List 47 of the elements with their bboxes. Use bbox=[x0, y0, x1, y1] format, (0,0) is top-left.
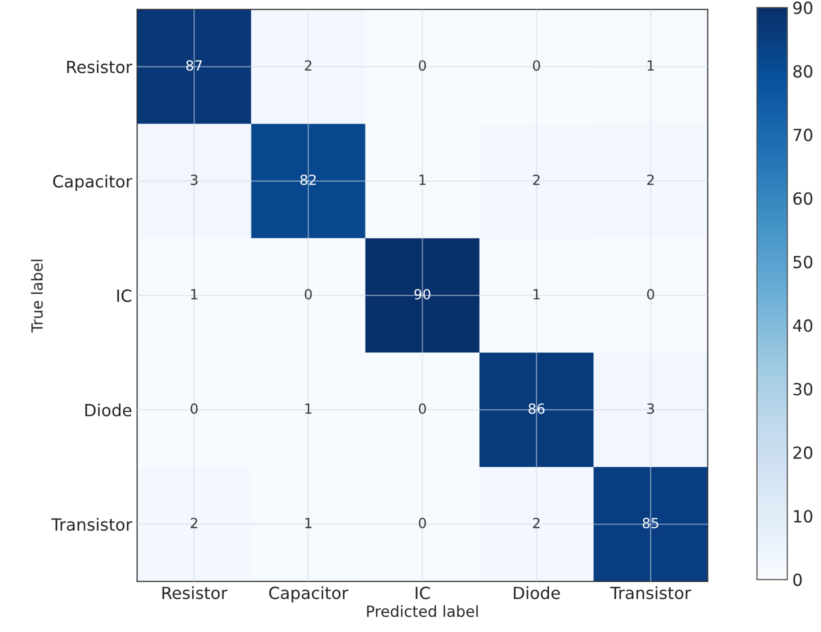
color-bar-label: 10 bbox=[794, 510, 812, 523]
data-label: 86 bbox=[528, 403, 544, 414]
color-bar-label: 20 bbox=[793, 446, 812, 460]
color-bar-label: 50 bbox=[793, 256, 812, 268]
data-label: 2 bbox=[304, 60, 312, 71]
data-label: 2 bbox=[533, 174, 540, 185]
data-label: 0 bbox=[533, 60, 540, 71]
y-tick-label: Capacitor bbox=[53, 174, 132, 191]
x-tick-label: Resistor bbox=[162, 586, 228, 600]
y-tick-label: Resistor bbox=[67, 60, 132, 74]
y-tick-label: Transistor bbox=[51, 518, 132, 531]
data-label: 1 bbox=[305, 518, 312, 528]
data-label: 87 bbox=[186, 60, 202, 71]
data-label: 2 bbox=[190, 518, 198, 528]
data-label: 0 bbox=[647, 288, 654, 300]
data-label: 1 bbox=[191, 289, 198, 300]
y-tick-label: IC bbox=[117, 289, 132, 302]
data-label: 82 bbox=[300, 174, 316, 186]
color-bar-label: 30 bbox=[793, 382, 812, 396]
data-label: 3 bbox=[190, 174, 198, 186]
data-label: 90 bbox=[414, 288, 430, 300]
color-bar-label: 90 bbox=[793, 2, 812, 14]
data-label: 2 bbox=[533, 518, 540, 528]
data-label: 1 bbox=[420, 174, 426, 185]
data-label: 85 bbox=[642, 518, 658, 528]
color-bar-label: 40 bbox=[793, 319, 812, 332]
x-axis-title: Predicted label bbox=[367, 605, 478, 618]
data-label: 1 bbox=[305, 404, 312, 414]
color-bar-label: 70 bbox=[794, 128, 812, 142]
data-label: 0 bbox=[418, 403, 426, 414]
y-tick-label: Diode bbox=[85, 404, 132, 416]
x-tick-label: Transistor bbox=[610, 586, 692, 600]
color-bar-label: 80 bbox=[793, 65, 812, 78]
x-tick-label: IC bbox=[416, 586, 430, 600]
data-label: 1 bbox=[648, 60, 654, 71]
data-label: 2 bbox=[647, 174, 654, 185]
data-label: 0 bbox=[190, 403, 198, 414]
data-label: 0 bbox=[418, 60, 426, 71]
data-label: 0 bbox=[418, 518, 426, 528]
data-label: 0 bbox=[304, 288, 312, 300]
x-tick-label: Capacitor bbox=[269, 586, 348, 602]
y-axis-title: True label bbox=[30, 260, 43, 333]
color-bar-label: 0 bbox=[793, 574, 802, 586]
data-label: 3 bbox=[647, 403, 654, 414]
x-tick-label: Diode bbox=[514, 586, 560, 600]
data-label: 1 bbox=[534, 289, 540, 300]
color-bar-label: 60 bbox=[793, 192, 812, 205]
